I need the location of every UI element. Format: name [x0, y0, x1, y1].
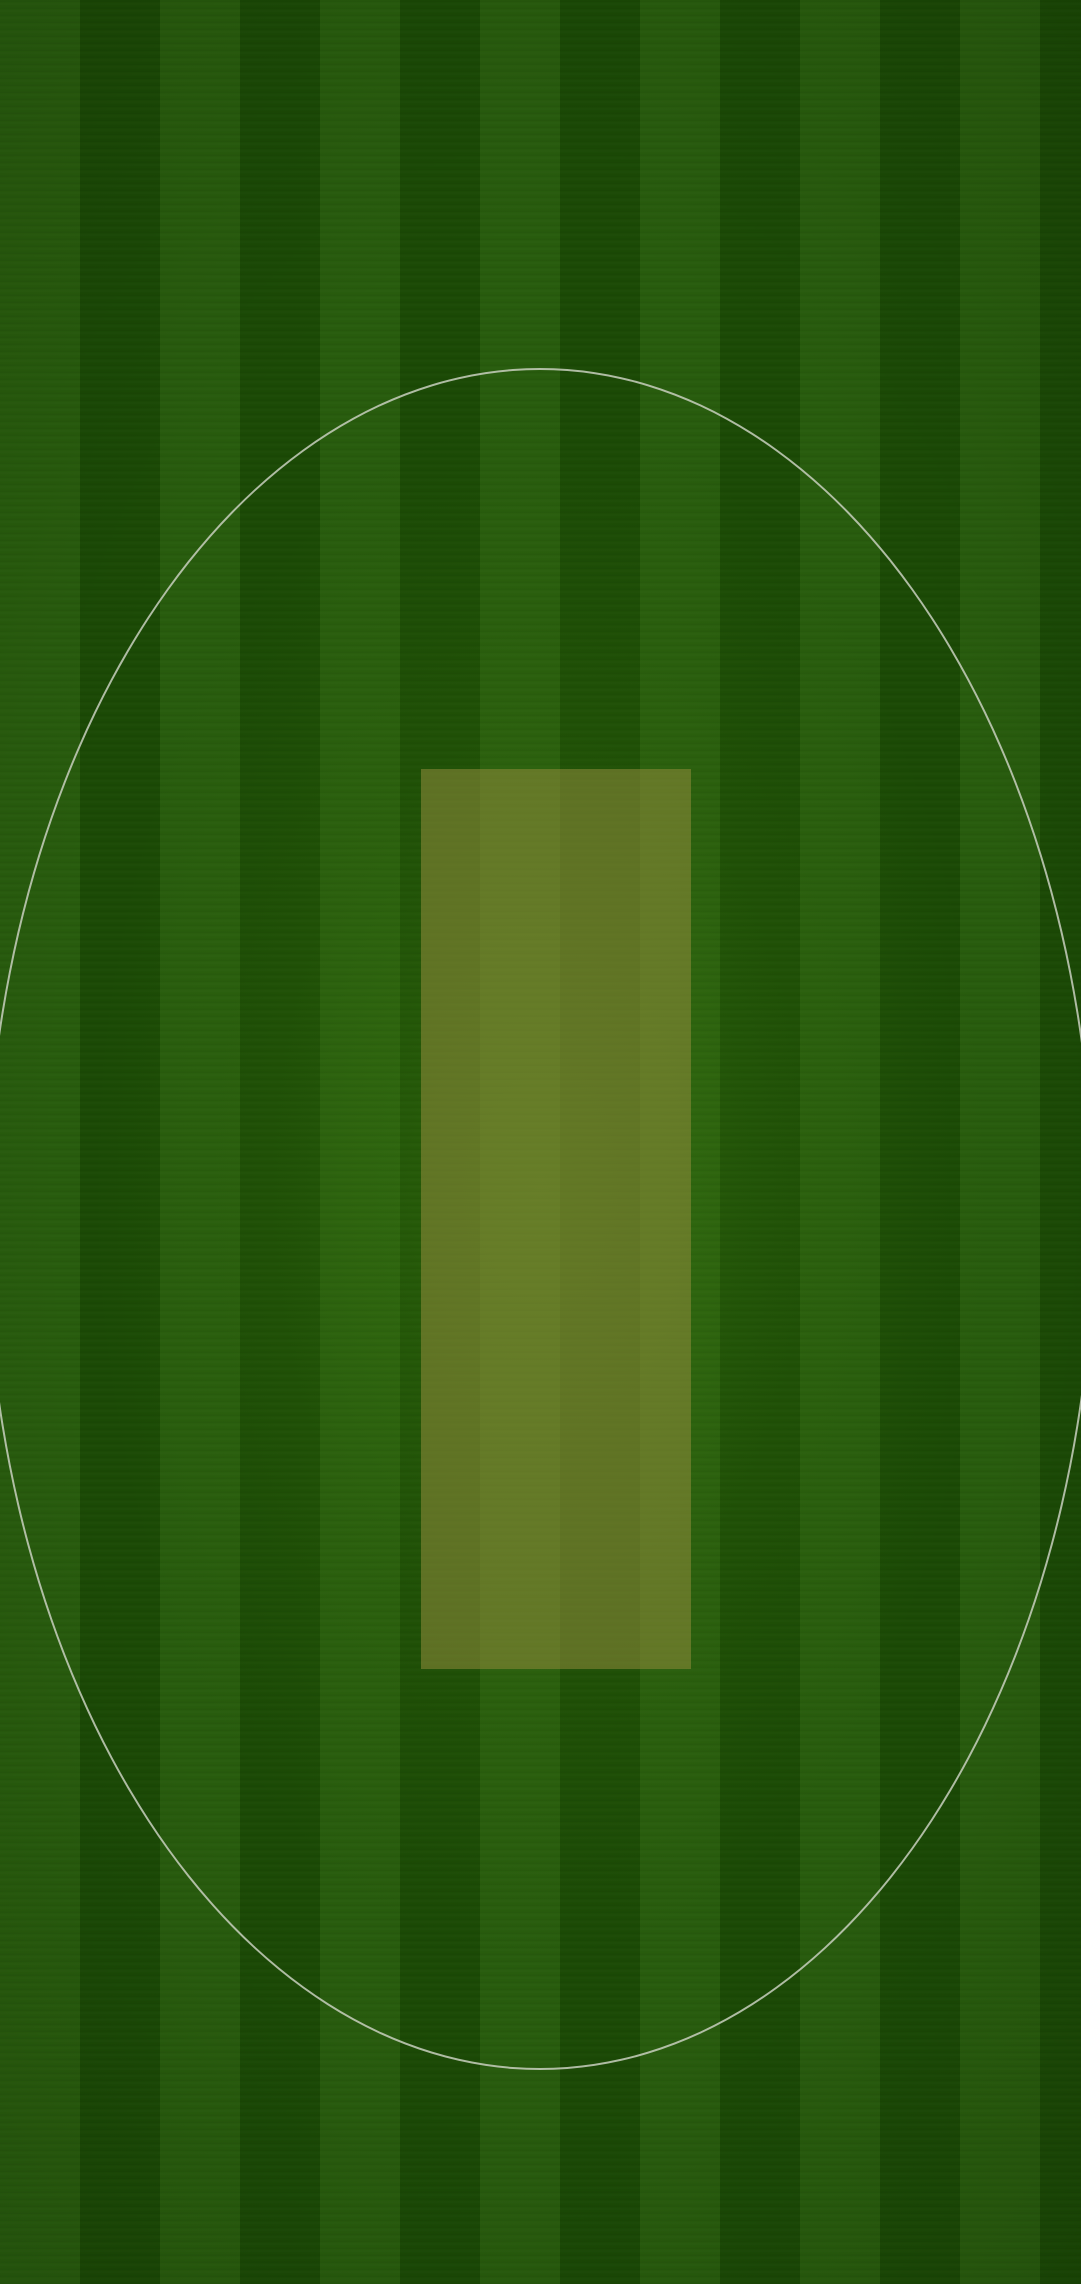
inner-circle-boundary: [0, 368, 1081, 2070]
cricket-pitch: [421, 769, 691, 1669]
